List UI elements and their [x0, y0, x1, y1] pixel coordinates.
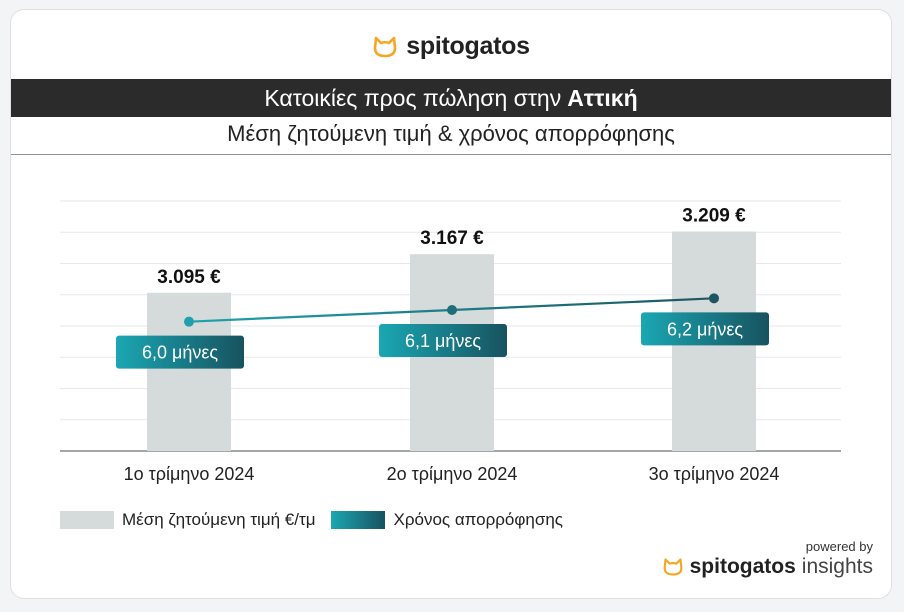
chart-card: spitogatos Κατοικίες προς πώληση στην Ατ… — [10, 9, 892, 599]
bar-value-label: 3.209 € — [682, 206, 746, 227]
legend-swatch-absorption — [331, 511, 386, 529]
bar-value-label: 3.167 € — [420, 228, 484, 249]
cat-head-icon — [663, 558, 683, 576]
legend-item-price: Μέση ζητούμενη τιμή €/τμ — [60, 510, 315, 530]
cat-head-icon — [373, 36, 397, 57]
category-tick-label: 1ο τρίμηνο 2024 — [124, 464, 255, 484]
category-tick-label: 3ο τρίμηνο 2024 — [649, 464, 780, 484]
brand-footer-name: spitogatos — [689, 555, 796, 578]
bar-value-label: 3.095 € — [157, 267, 221, 288]
line-point-absorption — [184, 316, 194, 327]
absorption-badge-bg — [641, 312, 769, 346]
powered-by-text: powered by — [805, 539, 873, 554]
absorption-value-label: 6,0 μήνες — [142, 343, 218, 363]
chart-subtitle: Μέση ζητούμενη τιμή & χρόνος απορρόφησης — [227, 121, 675, 146]
absorption-value-label: 6,2 μήνες — [667, 319, 743, 339]
brand-name: spitogatos — [406, 32, 530, 60]
absorption-badge: 6,2 μήνες — [641, 312, 769, 346]
legend-item-absorption: Χρόνος απορρόφησης — [331, 510, 563, 530]
chart-title: Κατοικίες προς πώληση στην Αττική — [11, 79, 891, 117]
title-prefix: Κατοικίες προς πώληση στην — [264, 84, 562, 111]
absorption-value-label: 6,1 μήνες — [405, 331, 481, 351]
line-point-absorption — [709, 293, 719, 304]
absorption-badge-bg — [379, 324, 507, 357]
line-point-absorption — [447, 305, 457, 315]
absorption-badge: 6,1 μήνες — [379, 324, 507, 357]
brand-header: spitogatos — [11, 32, 891, 64]
title-region: Αττική — [567, 84, 638, 111]
absorption-badge: 6,0 μήνες — [116, 335, 244, 369]
absorption-badge-bg — [116, 335, 244, 369]
combo-chart: 3.095 € 1ο τρίμηνο 2024 3.167 € 2ο τρίμηνο … — [60, 200, 841, 484]
brand-footer: spitogatos insights — [662, 555, 873, 579]
legend-swatch-price — [60, 511, 114, 529]
category-tick-label: 2ο τρίμηνο 2024 — [387, 464, 518, 484]
brand-insights: insights — [801, 555, 873, 578]
legend-label-absorption: Χρόνος απορρόφησης — [393, 510, 564, 529]
chart-legend: Μέση ζητούμενη τιμή €/τμ Χρόνος απορρόφη… — [60, 510, 579, 530]
legend-label-price: Μέση ζητούμενη τιμή €/τμ — [122, 510, 316, 529]
subtitle-divider — [11, 154, 891, 155]
bar-price — [147, 292, 231, 451]
